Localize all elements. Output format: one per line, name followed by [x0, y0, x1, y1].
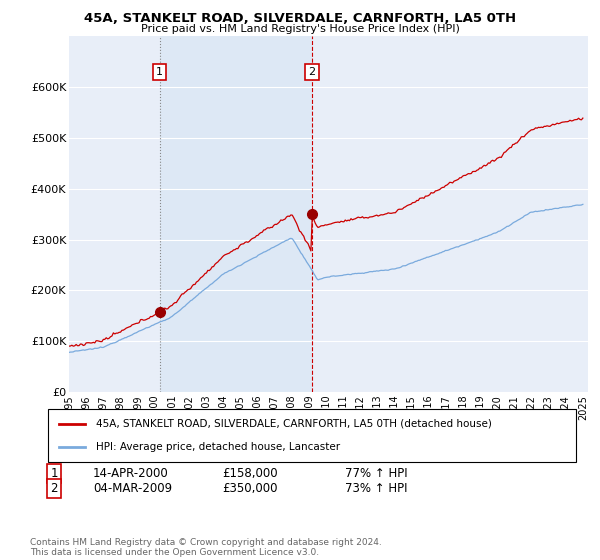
Text: 73% ↑ HPI: 73% ↑ HPI — [345, 482, 407, 495]
Text: 77% ↑ HPI: 77% ↑ HPI — [345, 466, 407, 480]
Text: Price paid vs. HM Land Registry's House Price Index (HPI): Price paid vs. HM Land Registry's House … — [140, 24, 460, 34]
FancyBboxPatch shape — [48, 409, 576, 462]
Text: HPI: Average price, detached house, Lancaster: HPI: Average price, detached house, Lanc… — [95, 442, 340, 452]
Text: 1: 1 — [156, 67, 163, 77]
Text: 45A, STANKELT ROAD, SILVERDALE, CARNFORTH, LA5 0TH (detached house): 45A, STANKELT ROAD, SILVERDALE, CARNFORT… — [95, 419, 491, 429]
Bar — [160, 36, 312, 392]
Text: Contains HM Land Registry data © Crown copyright and database right 2024.
This d: Contains HM Land Registry data © Crown c… — [30, 538, 382, 557]
Text: 04-MAR-2009: 04-MAR-2009 — [93, 482, 172, 495]
Text: 45A, STANKELT ROAD, SILVERDALE, CARNFORTH, LA5 0TH: 45A, STANKELT ROAD, SILVERDALE, CARNFORT… — [84, 12, 516, 25]
Text: 2: 2 — [308, 67, 315, 77]
Text: 2: 2 — [50, 482, 58, 495]
Text: £158,000: £158,000 — [222, 466, 278, 480]
Text: £350,000: £350,000 — [222, 482, 277, 495]
Text: 14-APR-2000: 14-APR-2000 — [93, 466, 169, 480]
Text: 1: 1 — [50, 466, 58, 480]
